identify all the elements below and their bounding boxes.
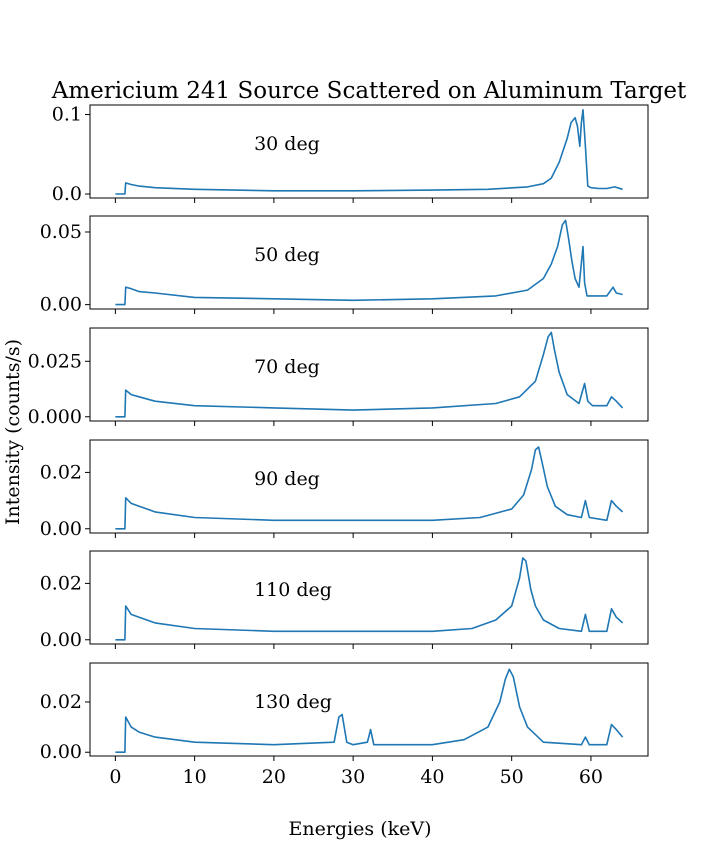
y-tick-label: 0.00 xyxy=(40,741,82,763)
series-line xyxy=(115,668,624,754)
subplot: 0.00 0.02 0 10 20 30 40 50 60 130 deg xyxy=(40,662,649,788)
x-tick-label: 40 xyxy=(420,766,444,788)
x-tick-label: 50 xyxy=(500,766,524,788)
series-line xyxy=(115,219,623,306)
subplot: 0.00 0.05 50 deg xyxy=(40,215,649,316)
angle-annotation: 130 deg xyxy=(254,691,332,713)
chart-title: Americium 241 Source Scattered on Alumin… xyxy=(51,78,687,104)
angle-annotation: 70 deg xyxy=(254,356,320,378)
subplot: 0.00 0.02 110 deg xyxy=(40,550,649,651)
x-tick-label: 10 xyxy=(183,766,207,788)
series-line xyxy=(115,109,623,195)
x-tick-label: 0 xyxy=(109,766,121,788)
y-tick-label: 0.05 xyxy=(40,221,82,243)
y-tick-label: 0.00 xyxy=(40,518,82,540)
x-axis-label: Energies (keV) xyxy=(288,818,431,840)
x-tick-label: 30 xyxy=(341,766,365,788)
subplot: 0.0 0.1 30 deg xyxy=(52,104,649,205)
series-line xyxy=(115,446,624,530)
y-axis-label: Intensity (counts/s) xyxy=(2,339,24,525)
y-tick-label: 0.1 xyxy=(52,104,82,126)
plot-frame xyxy=(89,550,649,645)
x-tick-label: 20 xyxy=(262,766,286,788)
plot-frame xyxy=(89,215,649,310)
angle-annotation: 110 deg xyxy=(254,579,332,601)
y-tick-label: 0.02 xyxy=(40,691,82,713)
subplot: 0.00 0.02 90 deg xyxy=(40,439,649,540)
angle-annotation: 50 deg xyxy=(254,244,320,266)
angle-annotation: 90 deg xyxy=(254,468,320,490)
series-line xyxy=(115,331,624,418)
x-tick-label: 60 xyxy=(579,766,603,788)
y-tick-label: 0.00 xyxy=(40,629,82,651)
y-tick-label: 0.0 xyxy=(52,183,82,205)
y-tick-label: 0.00 xyxy=(40,294,82,316)
y-tick-label: 0.02 xyxy=(40,572,82,594)
series-line xyxy=(115,557,624,641)
plot-frame xyxy=(89,327,649,422)
y-tick-label: 0.000 xyxy=(28,406,82,428)
y-tick-label: 0.025 xyxy=(28,350,82,372)
plot-frame xyxy=(89,439,649,534)
plot-frame xyxy=(89,662,649,757)
y-tick-label: 0.02 xyxy=(40,461,82,483)
plot-frame xyxy=(89,104,649,199)
subplot: 0.000 0.025 70 deg xyxy=(28,327,649,428)
angle-annotation: 30 deg xyxy=(254,133,320,155)
